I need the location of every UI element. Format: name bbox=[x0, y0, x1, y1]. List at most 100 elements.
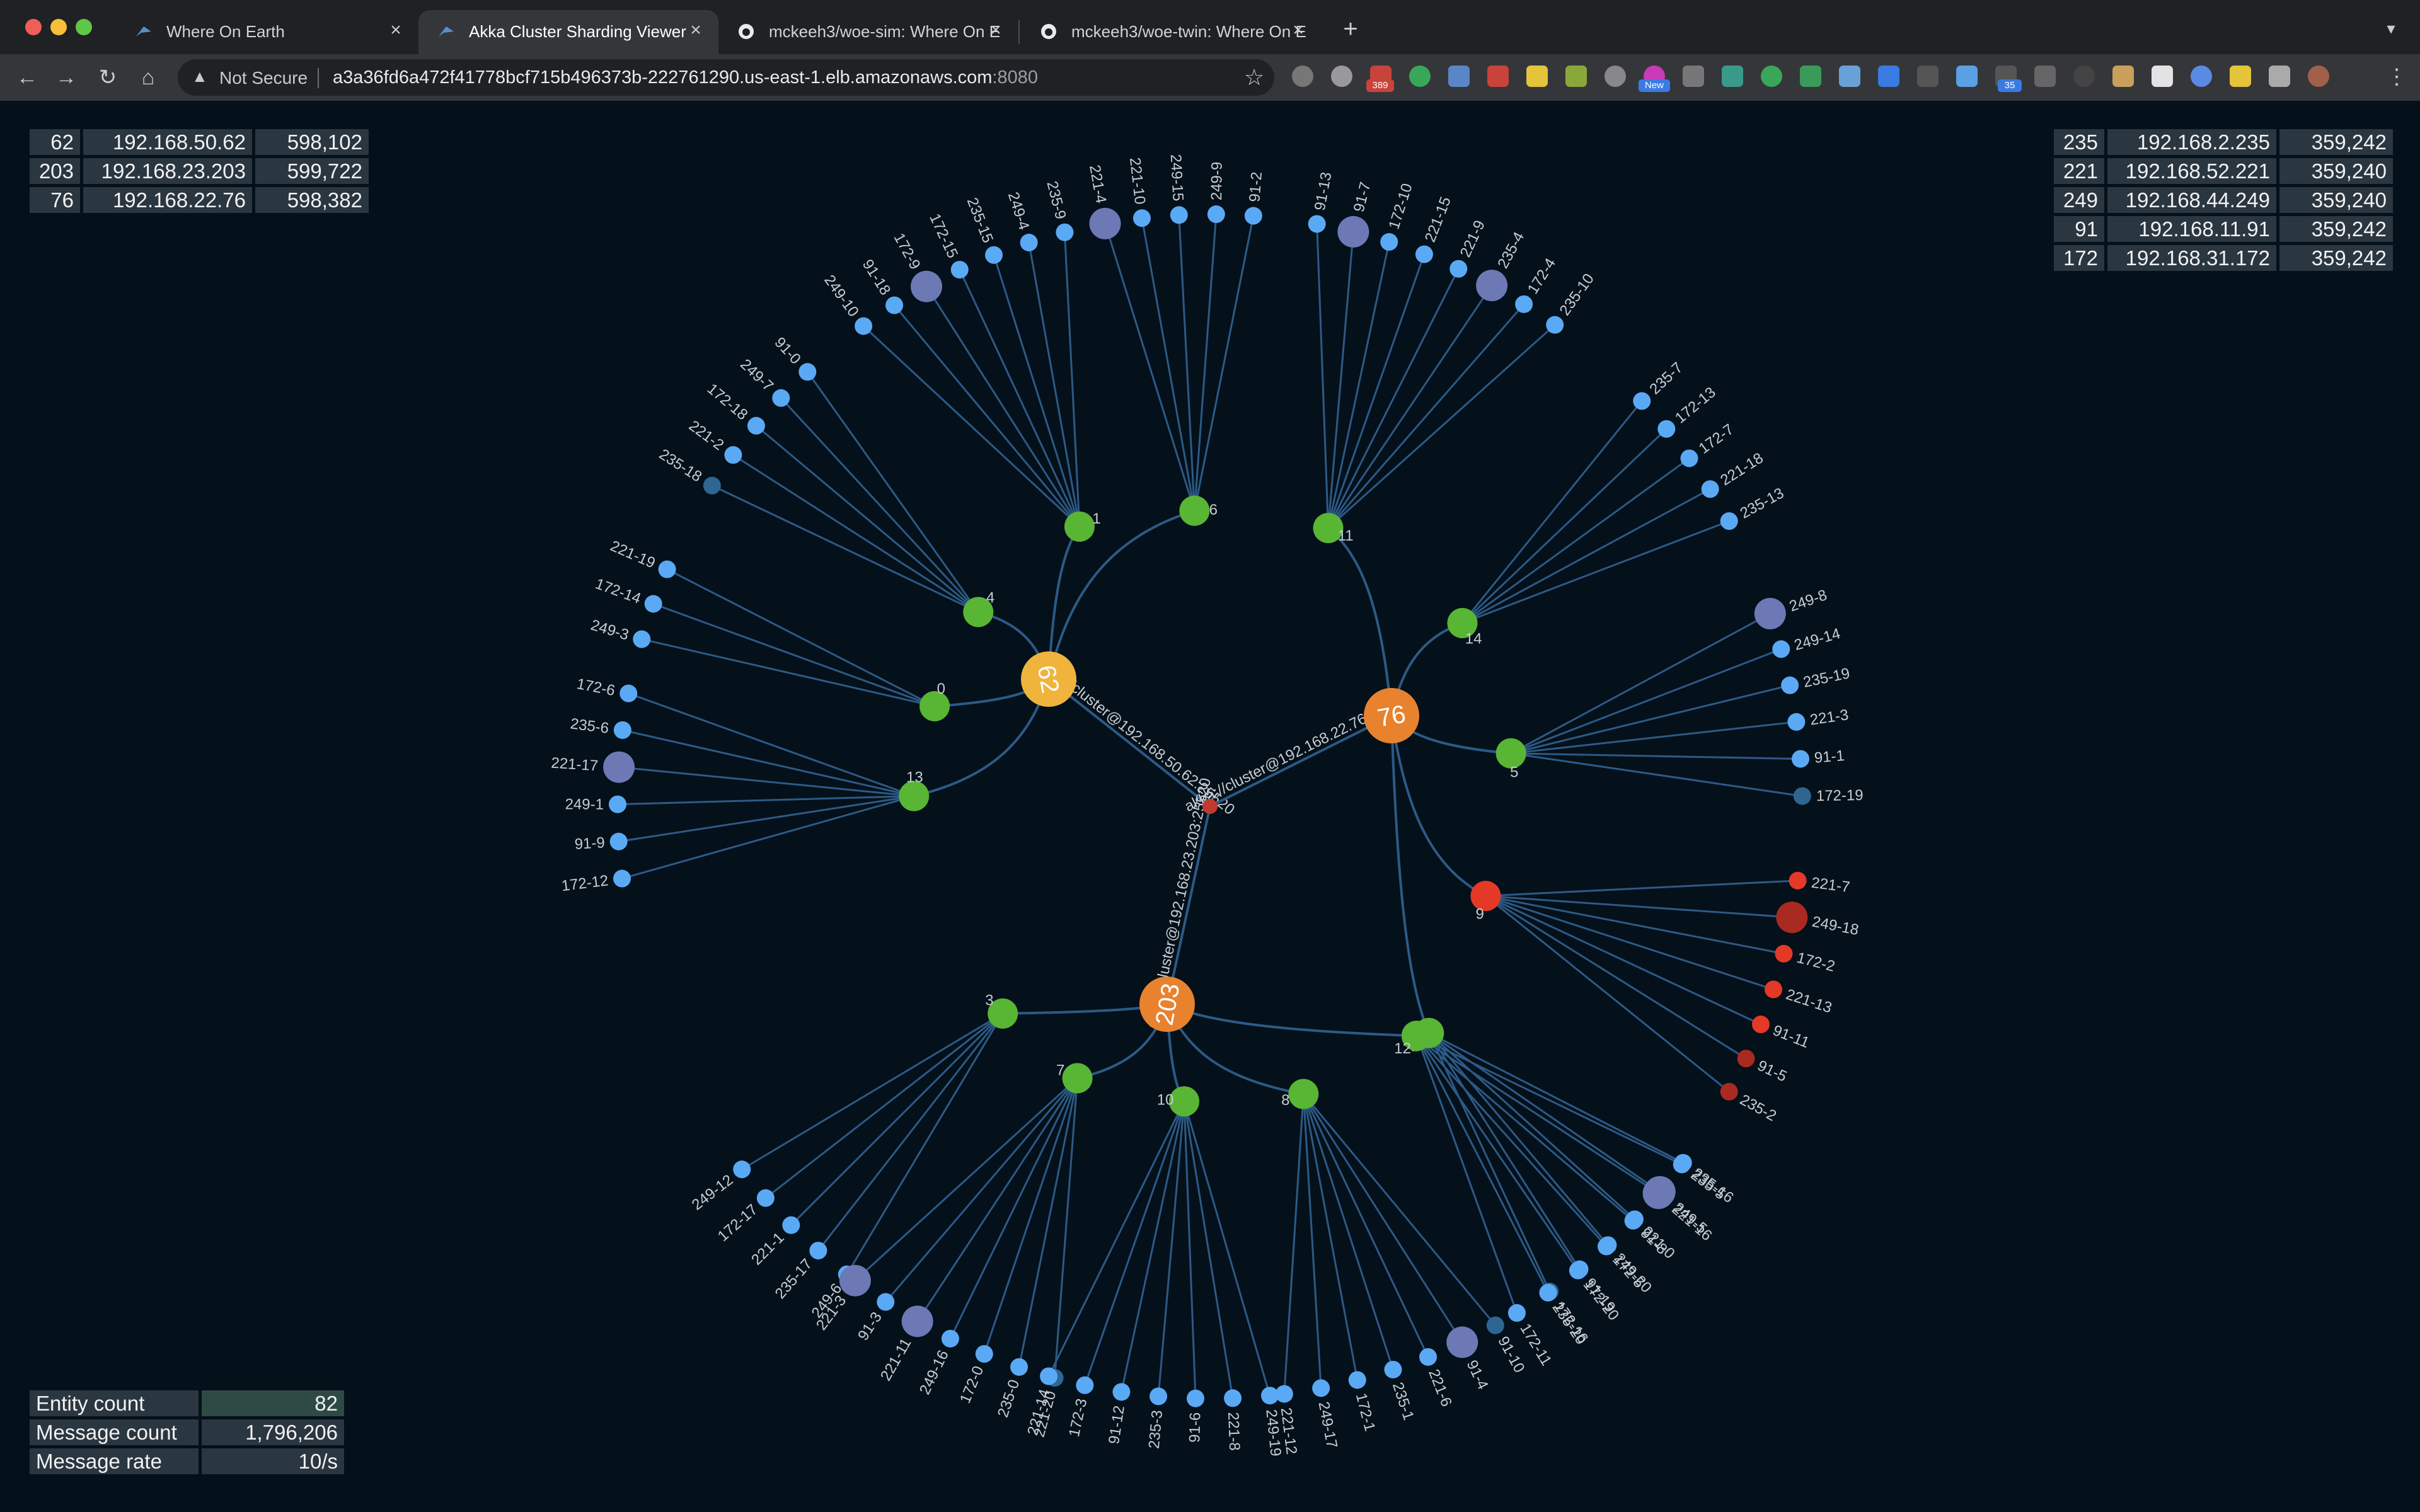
entity-node[interactable] bbox=[877, 1293, 895, 1311]
shard-node[interactable] bbox=[1401, 1021, 1432, 1051]
tab-search-button[interactable]: ▾ bbox=[2387, 19, 2395, 38]
shard-node[interactable] bbox=[988, 998, 1018, 1029]
entity-node[interactable] bbox=[1775, 944, 1793, 963]
entity-node[interactable] bbox=[1056, 223, 1074, 241]
entity-node[interactable] bbox=[782, 1216, 800, 1234]
entity-node[interactable] bbox=[1312, 1379, 1330, 1397]
reload-button[interactable]: ↻ bbox=[98, 66, 117, 89]
close-window-button[interactable] bbox=[25, 19, 42, 35]
entity-node[interactable] bbox=[703, 476, 721, 495]
close-icon[interactable]: × bbox=[1293, 20, 1304, 40]
entity-node[interactable] bbox=[1720, 1082, 1738, 1101]
entity-node[interactable] bbox=[839, 1264, 871, 1297]
entity-node[interactable] bbox=[1020, 233, 1038, 251]
entity-node[interactable] bbox=[1449, 260, 1468, 278]
extension-icon[interactable] bbox=[2034, 66, 2056, 87]
entity-node[interactable] bbox=[1089, 207, 1121, 239]
sheets-icon[interactable] bbox=[1800, 66, 1821, 87]
gear-icon[interactable] bbox=[1331, 66, 1352, 87]
entity-node[interactable] bbox=[1337, 215, 1369, 248]
back-button[interactable]: ← bbox=[16, 66, 38, 89]
shard-node[interactable] bbox=[1470, 881, 1501, 912]
entity-node[interactable] bbox=[1244, 207, 1262, 225]
entity-node[interactable] bbox=[1380, 233, 1398, 251]
shard-node[interactable] bbox=[1179, 495, 1210, 526]
extension-icon[interactable] bbox=[1722, 66, 1743, 87]
entity-node[interactable] bbox=[1539, 1283, 1557, 1302]
entity-node[interactable] bbox=[1633, 392, 1651, 410]
entity-node[interactable] bbox=[1720, 512, 1738, 530]
shard-node[interactable] bbox=[1447, 608, 1478, 639]
tab-where-on-earth[interactable]: Where On Earth × bbox=[116, 10, 418, 54]
entity-node[interactable] bbox=[1597, 1237, 1615, 1256]
new-tab-button[interactable]: + bbox=[1343, 15, 1358, 43]
entity-node[interactable] bbox=[855, 317, 873, 335]
entity-node[interactable] bbox=[1275, 1385, 1293, 1403]
cluster-node-62[interactable] bbox=[1021, 651, 1076, 707]
entity-node[interactable] bbox=[1150, 1387, 1168, 1406]
entity-node[interactable] bbox=[1737, 1050, 1755, 1068]
avatar[interactable] bbox=[2308, 66, 2329, 87]
entity-node[interactable] bbox=[613, 869, 631, 888]
extension-icon[interactable] bbox=[1917, 66, 1939, 87]
extension-icon[interactable] bbox=[1683, 66, 1704, 87]
shard-node[interactable] bbox=[1064, 511, 1095, 542]
entity-node[interactable] bbox=[1076, 1376, 1094, 1394]
hand-icon[interactable] bbox=[1487, 66, 1509, 87]
shard-node[interactable] bbox=[1062, 1063, 1093, 1094]
entity-node[interactable] bbox=[975, 1345, 993, 1363]
entity-node[interactable] bbox=[1791, 750, 1809, 768]
pen-icon[interactable] bbox=[1448, 66, 1470, 87]
close-icon[interactable]: × bbox=[690, 20, 701, 40]
entity-node[interactable] bbox=[1132, 209, 1151, 227]
entity-node[interactable] bbox=[609, 832, 628, 850]
tab-woe-twin[interactable]: mckeeh3/woe-twin: Where On E × bbox=[1021, 10, 1321, 54]
tab-akka-cluster-sharding-viewer[interactable]: Akka Cluster Sharding Viewer × bbox=[418, 10, 718, 54]
extension-icon[interactable] bbox=[2152, 66, 2173, 87]
cloud-icon[interactable] bbox=[1956, 66, 1978, 87]
shard-node[interactable] bbox=[1313, 513, 1344, 544]
entity-node[interactable] bbox=[1569, 1261, 1587, 1280]
entity-node[interactable] bbox=[798, 363, 817, 381]
grammarly-icon[interactable] bbox=[1761, 66, 1782, 87]
entity-node[interactable] bbox=[1701, 480, 1719, 498]
entity-node[interactable] bbox=[619, 684, 638, 702]
entity-node[interactable] bbox=[1673, 1155, 1691, 1174]
entity-node[interactable] bbox=[1772, 640, 1790, 658]
entity-node[interactable] bbox=[1415, 245, 1433, 263]
entity-node[interactable] bbox=[1446, 1326, 1478, 1358]
shard-node[interactable] bbox=[919, 690, 950, 721]
entity-node[interactable] bbox=[1040, 1367, 1058, 1385]
entity-node[interactable] bbox=[1642, 1177, 1674, 1210]
home-button[interactable]: ⌂ bbox=[141, 66, 155, 89]
entity-node[interactable] bbox=[644, 595, 662, 613]
entity-node[interactable] bbox=[1624, 1211, 1642, 1230]
entity-node[interactable] bbox=[1260, 1387, 1279, 1405]
entity-node[interactable] bbox=[911, 270, 943, 302]
entity-node[interactable] bbox=[1789, 871, 1807, 890]
entity-node[interactable] bbox=[1515, 295, 1533, 313]
extension-icon[interactable] bbox=[1605, 66, 1626, 87]
entity-node[interactable] bbox=[1793, 787, 1811, 805]
entity-node[interactable] bbox=[885, 296, 904, 314]
entity-node[interactable] bbox=[1486, 1316, 1504, 1334]
shard-node[interactable] bbox=[1495, 738, 1526, 769]
shard-node[interactable] bbox=[899, 781, 930, 811]
forward-button[interactable]: → bbox=[55, 66, 77, 89]
entity-node[interactable] bbox=[1112, 1383, 1131, 1401]
entity-node[interactable] bbox=[1384, 1360, 1402, 1378]
extension-icon[interactable] bbox=[1565, 66, 1587, 87]
entity-node[interactable] bbox=[1308, 215, 1326, 233]
entity-node[interactable] bbox=[1680, 449, 1698, 467]
entity-node[interactable] bbox=[941, 1329, 959, 1348]
entity-node[interactable] bbox=[747, 416, 765, 435]
entity-node[interactable] bbox=[603, 751, 635, 783]
shard-node[interactable] bbox=[1288, 1079, 1319, 1109]
entity-node[interactable] bbox=[609, 795, 627, 813]
entity-node[interactable] bbox=[633, 630, 651, 648]
entity-node[interactable] bbox=[1010, 1358, 1028, 1376]
minimize-window-button[interactable] bbox=[50, 19, 67, 35]
shard-node[interactable] bbox=[1169, 1086, 1200, 1117]
entity-node[interactable] bbox=[1224, 1389, 1242, 1407]
entity-node[interactable] bbox=[1170, 206, 1188, 224]
